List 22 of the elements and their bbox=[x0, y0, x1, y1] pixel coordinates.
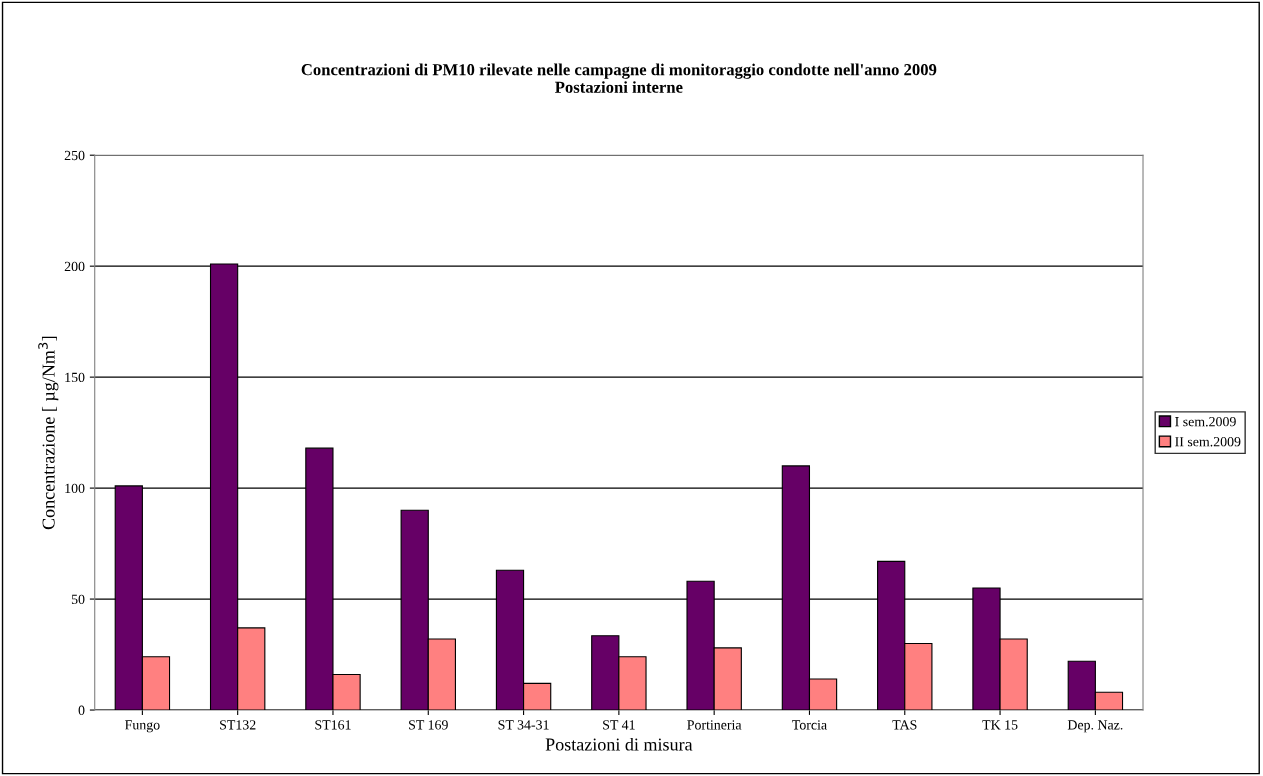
chart-title: Concentrazioni di PM10 rilevate nelle campagne di monitoraggio condotte nell'anno 2009 Postazioni interne bbox=[301, 63, 937, 93]
y-tick-label: 250 bbox=[64, 150, 85, 161]
x-axis-title: Postazioni di misura bbox=[545, 737, 693, 751]
legend-label: I sem.2009 bbox=[1175, 416, 1236, 427]
y-tick-label: 150 bbox=[65, 372, 85, 383]
legend-label: II sem.2009 bbox=[1175, 437, 1241, 447]
y-tick-label: 0 bbox=[78, 705, 85, 715]
y-tick-label: 100 bbox=[65, 483, 85, 494]
y-tick-label: 200 bbox=[64, 261, 85, 272]
x-tick-label: TAS bbox=[892, 720, 917, 730]
y-tick-label: 50 bbox=[71, 594, 85, 605]
x-tick-label: ST 41 bbox=[603, 720, 635, 730]
x-tick-label: ST 169 bbox=[409, 720, 448, 730]
x-tick-label: ST161 bbox=[315, 720, 351, 730]
x-tick-label: Dep. Naz. bbox=[1067, 720, 1123, 733]
x-tick-label: Torcia bbox=[792, 720, 827, 730]
x-tick-label: ST132 bbox=[220, 720, 256, 730]
x-tick-label: Portineria bbox=[687, 720, 742, 730]
x-tick-label: TK 15 bbox=[982, 720, 1018, 730]
y-axis-title: Concentrazione [ µg/Nm$^{3}$] bbox=[38, 336, 59, 530]
x-tick-label: ST 34-31 bbox=[498, 720, 549, 730]
x-tick-label: Fungo bbox=[125, 720, 160, 733]
